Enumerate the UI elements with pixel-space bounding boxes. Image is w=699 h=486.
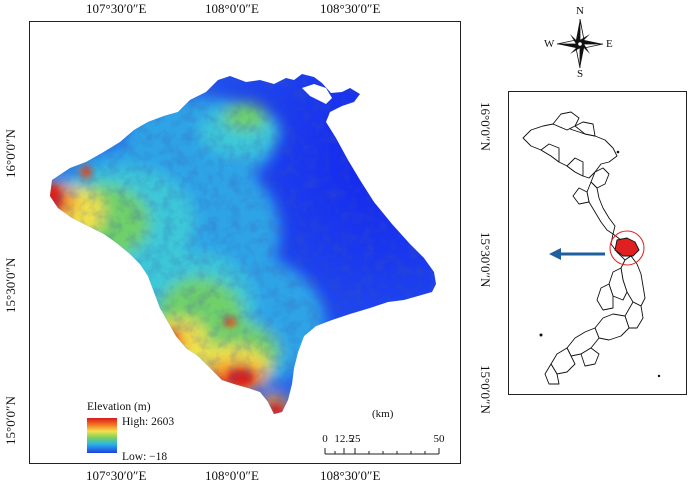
legend-low-label: Low: −18 bbox=[122, 451, 168, 463]
compass-s-label: S bbox=[577, 68, 584, 80]
elevation-raster bbox=[50, 74, 436, 414]
vietnam-outline bbox=[522, 111, 646, 385]
compass-n-label: N bbox=[576, 5, 584, 17]
right-tick-label: 16°0′0″N bbox=[478, 102, 493, 151]
bottom-tick-label: 108°0′0″E bbox=[205, 468, 259, 483]
compass-icon bbox=[556, 18, 604, 69]
elevation-map bbox=[50, 74, 436, 414]
highlight-circle bbox=[609, 230, 645, 266]
right-tick-label: 15°30′0″N bbox=[478, 232, 493, 288]
scale-bar: (km) 0 12.5 25 50 bbox=[316, 408, 456, 468]
scale-label: 25 bbox=[349, 433, 361, 445]
top-tick-label: 108°0′0″E bbox=[205, 1, 259, 16]
elevation-legend: Elevation (m) High: 2603 Low: −18 bbox=[85, 401, 205, 471]
compass-e-label: E bbox=[606, 38, 613, 50]
legend-color-ramp bbox=[87, 418, 117, 453]
scale-ruler bbox=[324, 448, 440, 455]
legend-high-label: High: 2603 bbox=[122, 416, 175, 428]
top-tick-label: 108°30′0″E bbox=[320, 1, 381, 16]
highlighted-province bbox=[614, 237, 640, 257]
scale-label: 50 bbox=[433, 433, 445, 445]
left-tick-label: 15°30′0″N bbox=[3, 257, 18, 313]
bottom-tick-label: 107°30′0″E bbox=[86, 468, 147, 483]
top-tick-label: 107°30′0″E bbox=[86, 1, 147, 16]
legend-title: Elevation (m) bbox=[87, 401, 151, 413]
elevation-map-frame: Elevation (m) High: 2603 Low: −18 (km) 0… bbox=[29, 21, 461, 464]
scale-label: 0 bbox=[322, 433, 328, 445]
left-tick-label: 15°0′0″N bbox=[3, 396, 18, 445]
vietnam-locator-map bbox=[522, 111, 661, 385]
left-tick-label: 16°0′0″N bbox=[3, 129, 18, 178]
bay-shape bbox=[302, 84, 332, 104]
locator-map-frame bbox=[508, 91, 687, 395]
compass-w-label: W bbox=[544, 38, 555, 50]
right-tick-label: 15°0′0″N bbox=[478, 365, 493, 414]
compass-rose: N S W E bbox=[542, 6, 618, 82]
bottom-tick-label: 108°30′0″E bbox=[320, 468, 381, 483]
scale-label: 12.5 bbox=[334, 433, 354, 445]
arrow-left-icon bbox=[549, 248, 605, 260]
scale-unit-label: (km) bbox=[372, 408, 394, 420]
